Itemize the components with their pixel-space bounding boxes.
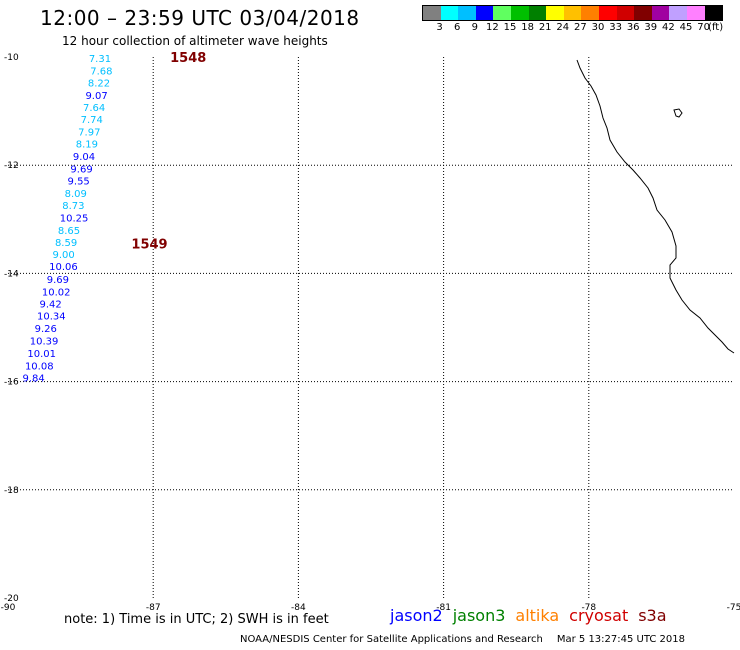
wave-height-label: 9.26	[35, 324, 57, 335]
wave-height-label: 10.34	[37, 312, 66, 323]
wave-height-label: 10.06	[49, 262, 78, 273]
colorbar-label-39: 39	[644, 22, 658, 33]
chart-subtitle: 12 hour collection of altimeter wave hei…	[62, 34, 328, 48]
colorbar-swatch-2	[458, 6, 476, 20]
wave-height-label: 10.01	[27, 349, 56, 360]
wave-height-label: 9.69	[47, 275, 69, 286]
wave-height-label: 10.25	[60, 214, 89, 225]
wave-height-label: 9.07	[85, 91, 107, 102]
wave-height-label: 9.84	[23, 373, 45, 384]
colorbar-label-6: 6	[454, 22, 461, 33]
lat-tick-label: -14	[4, 269, 19, 279]
wave-height-label: 8.09	[65, 189, 87, 200]
colorbar-label-70: 70	[697, 22, 710, 33]
wave-height-label: 8.65	[58, 226, 80, 237]
wave-height-label: 10.39	[30, 336, 59, 347]
colorbar-swatch-0	[423, 6, 441, 20]
lat-tick-label: -16	[4, 378, 19, 388]
legend-jason2: jason2	[390, 606, 443, 625]
wave-height-label: 7.97	[78, 128, 100, 139]
timestamp: Mar 5 13:27:45 UTC 2018	[556, 634, 685, 645]
colorbar-label-45: 45	[679, 22, 693, 33]
pass-time-label: 1548	[170, 51, 206, 66]
colorbar-swatch-9	[581, 6, 599, 20]
island	[673, 108, 683, 118]
legend-jason3: jason3	[452, 606, 506, 625]
colorbar-unit: (ft)	[708, 22, 724, 33]
wave-height-label: 7.31	[89, 54, 111, 65]
colorbar-swatch-1	[440, 6, 459, 20]
wave-height-label: 9.00	[53, 250, 75, 261]
colorbar-label-3: 3	[436, 22, 443, 33]
wave-height-label: 10.02	[42, 287, 71, 298]
wave-height-label: 8.19	[76, 140, 98, 151]
lon-tick-label: -75	[727, 603, 740, 613]
colorbar-swatches	[422, 5, 724, 21]
chart-title: 12:00 – 23:59 UTC 03/04/2018	[40, 6, 360, 30]
wave-height-label: 8.22	[88, 78, 110, 89]
footer-note: note: 1) Time is in UTC; 2) SWH is in fe…	[64, 612, 329, 627]
wave-height-label: 10.08	[25, 361, 54, 372]
credit-text: NOAA/NESDIS Center for Satellite Applica…	[240, 634, 543, 645]
wave-height-label: 9.42	[39, 300, 61, 311]
colorbar-swatch-4	[493, 6, 511, 20]
wave-height-label: 8.59	[55, 238, 77, 249]
coastline	[576, 59, 735, 354]
colorbar-label-33: 33	[609, 22, 622, 33]
colorbar-swatch-6	[528, 6, 547, 20]
wave-height-label: 7.68	[90, 67, 112, 78]
colorbar-label-21: 21	[538, 22, 552, 33]
colorbar-label-24: 24	[556, 22, 570, 33]
lon-tick-label: -81	[436, 603, 451, 613]
axis-ticks: -90 -87 -84 -81 -78 -75 -10 -12 -14 -16 -18 -20	[1, 53, 740, 613]
lat-tick-label: -12	[4, 161, 19, 171]
colorbar-label-27: 27	[574, 22, 587, 33]
legend-cryosat: cryosat	[569, 606, 629, 625]
colorbar-swatch-3	[475, 6, 494, 20]
colorbar-swatch-15	[686, 6, 705, 20]
pass-time-label: 1549	[131, 238, 167, 253]
lon-tick-label: -90	[1, 603, 16, 613]
colorbar-label-9: 9	[471, 22, 478, 33]
measurement-points: 7.317.688.229.077.647.747.978.199.049.69…	[23, 51, 207, 384]
colorbar-swatch-5	[510, 6, 529, 20]
lat-tick-label: -20	[4, 594, 19, 604]
satellite-legend: jason2 jason3 altika cryosat s3a	[390, 606, 677, 625]
lon-tick-label: -87	[146, 603, 161, 613]
colorbar-label-42: 42	[662, 22, 675, 33]
colorbar-label-12: 12	[486, 22, 499, 33]
wave-height-label: 9.04	[73, 152, 95, 163]
legend-s3a: s3a	[638, 606, 667, 625]
colorbar-swatch-10	[598, 6, 617, 20]
colorbar-swatch-8	[563, 6, 582, 20]
colorbar-swatch-13	[651, 6, 670, 20]
map-grid	[8, 57, 734, 598]
colorbar-labels: 3 6 9 12 15 18 21 24 27 30 33 36 39 42 45 70 (ft)	[422, 21, 723, 35]
lon-tick-label: -84	[291, 603, 306, 613]
credit-line: NOAA/NESDIS Center for Satellite Applica…	[240, 634, 685, 645]
wave-height-label: 7.64	[83, 103, 105, 114]
colorbar-swatch-14	[669, 6, 687, 20]
colorbar-label-18: 18	[521, 22, 534, 33]
colorbar-legend: 3 6 9 12 15 18 21 24 27 30 33 36 39 42 45 70 (ft)	[422, 5, 723, 35]
colorbar-label-36: 36	[626, 22, 640, 33]
wave-height-label: 7.74	[81, 115, 103, 126]
wave-height-label: 8.73	[62, 201, 84, 212]
colorbar-label-15: 15	[503, 22, 517, 33]
colorbar-swatch-12	[634, 6, 652, 20]
colorbar-swatch-7	[546, 6, 564, 20]
lon-tick-label: -78	[581, 603, 596, 613]
colorbar-swatch-11	[616, 6, 635, 20]
legend-altika: altika	[515, 606, 560, 625]
colorbar-swatch-16	[704, 6, 723, 20]
lat-tick-label: -10	[4, 53, 19, 63]
lat-tick-label: -18	[4, 486, 19, 496]
colorbar-label-30: 30	[591, 22, 605, 33]
wave-height-label: 9.69	[70, 164, 92, 175]
wave-height-label: 9.55	[68, 176, 90, 187]
